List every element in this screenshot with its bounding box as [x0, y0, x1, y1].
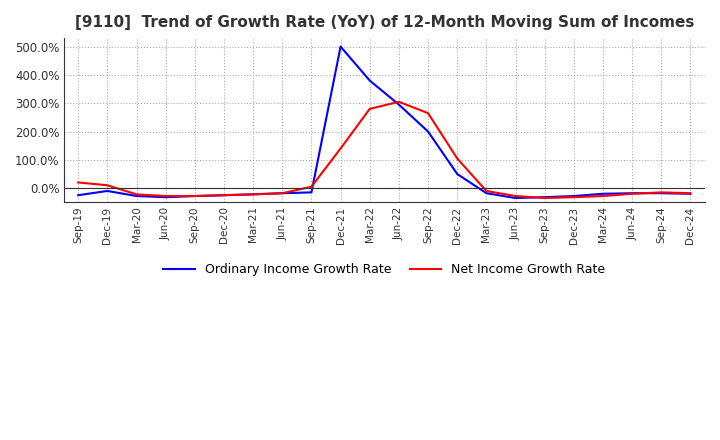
Net Income Growth Rate [307, 184, 316, 189]
Ordinary Income Growth Rate [511, 195, 520, 201]
Net Income Growth Rate [511, 194, 520, 199]
Ordinary Income Growth Rate [307, 190, 316, 195]
Ordinary Income Growth Rate [395, 102, 403, 107]
Ordinary Income Growth Rate [132, 194, 141, 199]
Ordinary Income Growth Rate [686, 191, 695, 196]
Ordinary Income Growth Rate [598, 191, 607, 196]
Net Income Growth Rate [570, 194, 578, 200]
Net Income Growth Rate [366, 106, 374, 111]
Ordinary Income Growth Rate [74, 193, 83, 198]
Ordinary Income Growth Rate [453, 171, 462, 176]
Ordinary Income Growth Rate [191, 194, 199, 199]
Ordinary Income Growth Rate [103, 188, 112, 194]
Ordinary Income Growth Rate [336, 44, 345, 49]
Net Income Growth Rate [278, 191, 287, 196]
Title: [9110]  Trend of Growth Rate (YoY) of 12-Month Moving Sum of Incomes: [9110] Trend of Growth Rate (YoY) of 12-… [75, 15, 694, 30]
Ordinary Income Growth Rate [482, 191, 491, 196]
Line: Ordinary Income Growth Rate: Ordinary Income Growth Rate [78, 47, 690, 198]
Net Income Growth Rate [598, 194, 607, 199]
Net Income Growth Rate [453, 156, 462, 161]
Ordinary Income Growth Rate [424, 129, 433, 134]
Net Income Growth Rate [336, 146, 345, 151]
Net Income Growth Rate [628, 191, 636, 196]
Net Income Growth Rate [657, 190, 665, 195]
Ordinary Income Growth Rate [220, 193, 228, 198]
Net Income Growth Rate [249, 192, 258, 197]
Ordinary Income Growth Rate [657, 191, 665, 196]
Ordinary Income Growth Rate [278, 191, 287, 196]
Net Income Growth Rate [191, 194, 199, 199]
Ordinary Income Growth Rate [366, 78, 374, 83]
Ordinary Income Growth Rate [161, 194, 170, 200]
Net Income Growth Rate [74, 180, 83, 185]
Net Income Growth Rate [686, 191, 695, 196]
Net Income Growth Rate [103, 183, 112, 188]
Ordinary Income Growth Rate [249, 192, 258, 197]
Net Income Growth Rate [395, 99, 403, 104]
Net Income Growth Rate [424, 110, 433, 116]
Net Income Growth Rate [220, 193, 228, 198]
Net Income Growth Rate [132, 192, 141, 197]
Ordinary Income Growth Rate [628, 191, 636, 196]
Net Income Growth Rate [161, 194, 170, 199]
Net Income Growth Rate [482, 188, 491, 194]
Legend: Ordinary Income Growth Rate, Net Income Growth Rate: Ordinary Income Growth Rate, Net Income … [158, 258, 611, 282]
Ordinary Income Growth Rate [540, 194, 549, 200]
Net Income Growth Rate [540, 195, 549, 201]
Line: Net Income Growth Rate: Net Income Growth Rate [78, 102, 690, 198]
Ordinary Income Growth Rate [570, 194, 578, 199]
